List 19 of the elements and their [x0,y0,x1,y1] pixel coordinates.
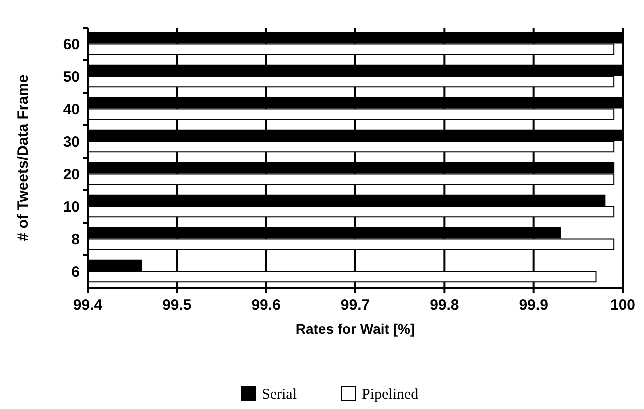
legend-label: Serial [262,387,297,403]
y-tick-label: 40 [63,102,80,118]
x-tick-label: 99.6 [252,297,281,314]
y-tick-label: 10 [63,199,80,216]
y-tick-label: 8 [72,232,80,248]
x-tick-label: 99.5 [162,297,192,314]
x-tick-label: 100 [610,297,636,314]
x-axis-title: Rates for Wait [%] [296,321,416,337]
x-tick-label: 99.8 [430,297,460,314]
y-tick-label: 50 [63,69,80,86]
x-tick-label: 99.9 [519,297,548,314]
y-tick-label: 20 [63,166,80,184]
x-tick-label: 99.4 [73,297,104,314]
legend-label: Pipelined [362,387,420,403]
y-tick-label: 6 [72,264,80,281]
y-tick-label: 30 [63,134,80,151]
x-tick-label: 99.7 [340,297,370,314]
y-axis-title: # of Tweets/Data Frame [15,74,32,242]
y-tick-label: 60 [63,36,80,54]
